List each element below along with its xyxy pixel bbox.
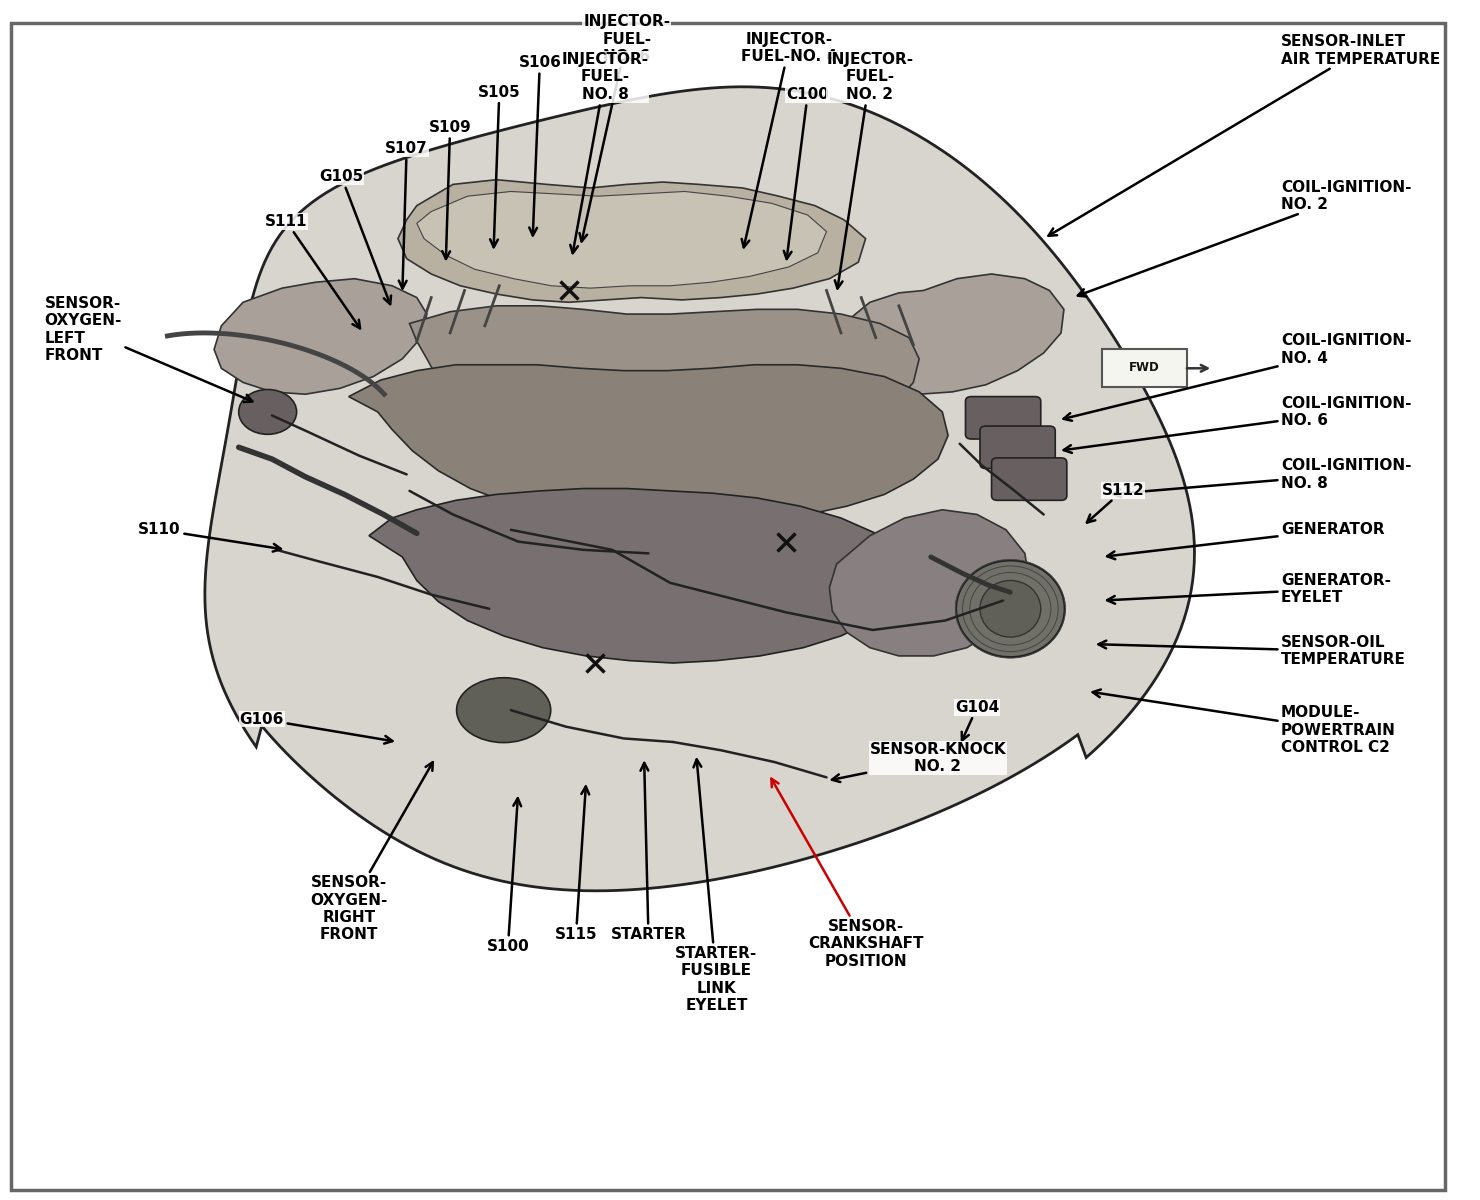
Text: COIL-IGNITION-
NO. 2: COIL-IGNITION- NO. 2	[1077, 180, 1412, 296]
Text: SENSOR-
OXYGEN-
LEFT
FRONT: SENSOR- OXYGEN- LEFT FRONT	[44, 295, 253, 402]
Ellipse shape	[980, 581, 1040, 637]
Text: S106: S106	[518, 55, 561, 235]
Text: COIL-IGNITION-
NO. 4: COIL-IGNITION- NO. 4	[1064, 334, 1412, 421]
FancyBboxPatch shape	[980, 426, 1055, 468]
Text: SENSOR-
CRANKSHAFT
POSITION: SENSOR- CRANKSHAFT POSITION	[771, 779, 924, 968]
Text: GENERATOR: GENERATOR	[1107, 522, 1385, 559]
Text: S115: S115	[555, 786, 598, 942]
Text: G104: G104	[955, 700, 999, 740]
Polygon shape	[369, 488, 904, 664]
FancyBboxPatch shape	[965, 396, 1040, 439]
Text: G105: G105	[320, 169, 391, 304]
Ellipse shape	[956, 560, 1064, 658]
Text: SENSOR-KNOCK
NO. 2: SENSOR-KNOCK NO. 2	[832, 742, 1006, 782]
Text: GENERATOR-
EYELET: GENERATOR- EYELET	[1107, 572, 1391, 605]
FancyBboxPatch shape	[1101, 349, 1187, 388]
Polygon shape	[417, 192, 826, 288]
Text: S105: S105	[478, 84, 521, 247]
Text: S111: S111	[265, 214, 360, 329]
Text: SENSOR-INLET
AIR TEMPERATURE: SENSOR-INLET AIR TEMPERATURE	[1048, 34, 1440, 235]
Text: G106: G106	[240, 712, 392, 744]
Text: COIL-IGNITION-
NO. 8: COIL-IGNITION- NO. 8	[1113, 458, 1412, 497]
Text: FWD: FWD	[1129, 361, 1160, 373]
Text: INJECTOR-
FUEL-
NO. 6: INJECTOR- FUEL- NO. 6	[580, 14, 670, 241]
Polygon shape	[215, 278, 426, 395]
Text: INJECTOR-
FUEL-NO. 4: INJECTOR- FUEL-NO. 4	[741, 31, 836, 247]
Text: S100: S100	[487, 798, 530, 954]
Polygon shape	[204, 86, 1194, 890]
Text: S109: S109	[429, 120, 472, 259]
Text: S110: S110	[138, 522, 281, 552]
Text: SENSOR-
OXYGEN-
RIGHT
FRONT: SENSOR- OXYGEN- RIGHT FRONT	[309, 762, 432, 942]
Text: C100: C100	[784, 86, 829, 259]
Text: INJECTOR-
FUEL-
NO. 2: INJECTOR- FUEL- NO. 2	[826, 52, 913, 288]
FancyBboxPatch shape	[992, 458, 1067, 500]
Polygon shape	[829, 510, 1029, 656]
Text: STARTER: STARTER	[610, 763, 687, 942]
Text: S112: S112	[1086, 482, 1144, 522]
Text: S107: S107	[385, 142, 428, 288]
Polygon shape	[410, 306, 919, 449]
Text: INJECTOR-
FUEL-
NO. 8: INJECTOR- FUEL- NO. 8	[561, 52, 648, 253]
Text: SENSOR-OIL
TEMPERATURE: SENSOR-OIL TEMPERATURE	[1098, 635, 1406, 667]
Text: STARTER-
FUSIBLE
LINK
EYELET: STARTER- FUSIBLE LINK EYELET	[675, 760, 758, 1013]
Polygon shape	[841, 274, 1064, 395]
Text: MODULE-
POWERTRAIN
CONTROL C2: MODULE- POWERTRAIN CONTROL C2	[1092, 690, 1396, 755]
Text: COIL-IGNITION-
NO. 6: COIL-IGNITION- NO. 6	[1064, 396, 1412, 452]
Ellipse shape	[238, 390, 296, 434]
Polygon shape	[349, 365, 949, 529]
Ellipse shape	[457, 678, 551, 743]
Polygon shape	[398, 180, 866, 302]
